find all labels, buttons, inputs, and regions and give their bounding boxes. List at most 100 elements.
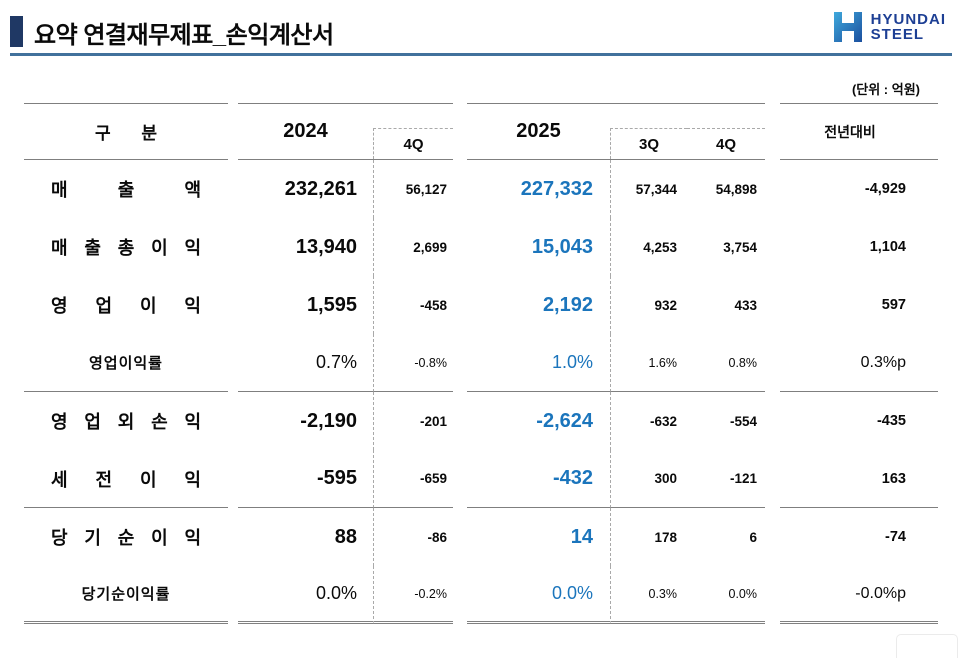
cell-2025-q3: 300 <box>610 450 687 508</box>
header-2025-q3: 3Q <box>610 128 687 159</box>
header-2025: 2025 <box>467 103 610 160</box>
table-row: 영업이익률 0.7% -0.8% 1.0% 1.6% 0.8% 0.3%p <box>24 334 938 392</box>
column-gap <box>453 508 467 566</box>
logo-line2: STEEL <box>870 26 924 43</box>
cell-label: 당기순이익률 <box>24 566 228 624</box>
cell-2024-q4: -0.8% <box>373 334 453 392</box>
header-2025-q4-cell: 4Q <box>687 103 765 160</box>
cell-yoy: 0.3%p <box>780 334 938 392</box>
column-gap <box>765 508 780 566</box>
cell-2024-q4: -201 <box>373 392 453 450</box>
cell-2024-q4: -458 <box>373 276 453 334</box>
table-row: 세 전 이 익 -595 -659 -432 300 -121 163 <box>24 450 938 508</box>
hyundai-steel-logo: HYUNDAI STEEL <box>831 10 946 44</box>
table-row: 영 업 외 손 익 -2,190 -201 -2,624 -632 -554 -435 <box>24 392 938 450</box>
column-gap <box>453 276 467 334</box>
cell-2025-q3: 178 <box>610 508 687 566</box>
cell-2025: 1.0% <box>467 334 610 392</box>
cell-yoy: 163 <box>780 450 938 508</box>
logo-line1: HYUNDAI <box>870 11 946 28</box>
column-gap <box>765 103 780 160</box>
table-row: 당기순이익률 0.0% -0.2% 0.0% 0.3% 0.0% -0.0%p <box>24 566 938 624</box>
title-underline <box>10 53 952 56</box>
column-gap <box>765 566 780 624</box>
column-gap <box>228 334 238 392</box>
cell-2025-q3: 4,253 <box>610 218 687 276</box>
header-2024-q4: 4Q <box>373 128 453 159</box>
column-gap <box>765 276 780 334</box>
cell-yoy: -0.0%p <box>780 566 938 624</box>
column-gap <box>228 566 238 624</box>
table-body: 매 출 액 232,261 56,127 227,332 57,344 54,898 -4,92… <box>24 160 938 624</box>
cell-2024-q4: -86 <box>373 508 453 566</box>
cell-2025-q4: -121 <box>687 450 765 508</box>
corner-placeholder-box <box>896 634 958 658</box>
column-gap <box>765 218 780 276</box>
cell-2025-q4: 54,898 <box>715 181 757 197</box>
header-2025-q3-cell: 3Q <box>610 103 687 160</box>
column-gap <box>228 160 238 218</box>
cell-2024: 0.0% <box>238 566 373 624</box>
column-gap <box>453 450 467 508</box>
cell-2024-q4: 56,127 <box>373 160 453 218</box>
cell-2025: 0.0% <box>467 566 610 624</box>
cell-2024-q4: -659 <box>373 450 453 508</box>
cell-2025-q4: 6 <box>749 529 757 545</box>
cell-2024: -2,190 <box>300 409 357 432</box>
cell-yoy: 1,104 <box>869 239 906 255</box>
column-gap <box>228 276 238 334</box>
cell-2025-q4: 3,754 <box>723 239 757 255</box>
column-gap <box>765 160 780 218</box>
column-gap <box>765 392 780 450</box>
cell-yoy: -4,929 <box>864 181 906 197</box>
cell-2024-q4: -0.2% <box>373 566 453 624</box>
header-yoy: 전년대비 <box>780 103 938 160</box>
header-2024-q4-cell: 4Q <box>373 103 453 160</box>
cell-2025-q4: -554 <box>729 413 757 429</box>
cell-2024: 232,261 <box>284 177 357 200</box>
logo-wordmark: HYUNDAI STEEL <box>871 12 946 42</box>
table-header-row: 구 분 2024 4Q 2025 3Q 4Q 전년대비 <box>24 103 938 160</box>
header-2025-q4: 4Q <box>687 128 765 159</box>
column-gap <box>453 334 467 392</box>
table-row: 당 기 순 이 익 88 -86 14 178 6 -74 <box>24 508 938 566</box>
column-gap <box>228 392 238 450</box>
cell-label: 영업이익률 <box>24 334 228 392</box>
row-label: 영업이익률 <box>88 355 163 372</box>
title-bullet-bar <box>10 16 23 47</box>
column-gap <box>453 160 467 218</box>
cell-2024: 0.7% <box>238 334 373 392</box>
unit-note: (단위 : 억원) <box>851 82 920 97</box>
cell-2025: -2,624 <box>536 409 593 432</box>
cell-2024: -595 <box>238 450 373 508</box>
column-gap <box>453 566 467 624</box>
income-statement-table: 구 분 2024 4Q 2025 3Q 4Q 전년대비 매 출 액 232,261 56… <box>24 103 938 624</box>
cell-2025: 14 <box>570 525 593 548</box>
cell-2025-q4: 0.0% <box>687 566 765 624</box>
cell-2025-q3: 1.6% <box>610 334 687 392</box>
cell-2025: 15,043 <box>531 235 593 258</box>
column-gap <box>453 103 467 160</box>
cell-2025: 227,332 <box>520 177 593 200</box>
row-label: 당기순이익률 <box>81 586 171 603</box>
column-gap <box>453 392 467 450</box>
table-row: 영 업 이 익 1,595 -458 2,192 932 433 597 <box>24 276 938 334</box>
cell-2025-q3: 0.3% <box>610 566 687 624</box>
cell-2024: 88 <box>334 525 357 548</box>
cell-2025: 2,192 <box>542 293 593 316</box>
hyundai-h-icon <box>833 12 862 42</box>
cell-2025-q4: 433 <box>734 297 757 313</box>
table-row: 매 출 액 232,261 56,127 227,332 57,344 54,898 -4,92… <box>24 160 938 218</box>
header-category: 구 분 <box>24 103 228 160</box>
